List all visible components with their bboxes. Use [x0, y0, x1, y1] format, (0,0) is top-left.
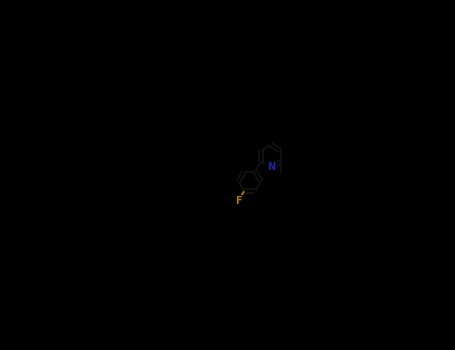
Text: F: F	[235, 196, 242, 206]
Text: N: N	[267, 162, 275, 173]
